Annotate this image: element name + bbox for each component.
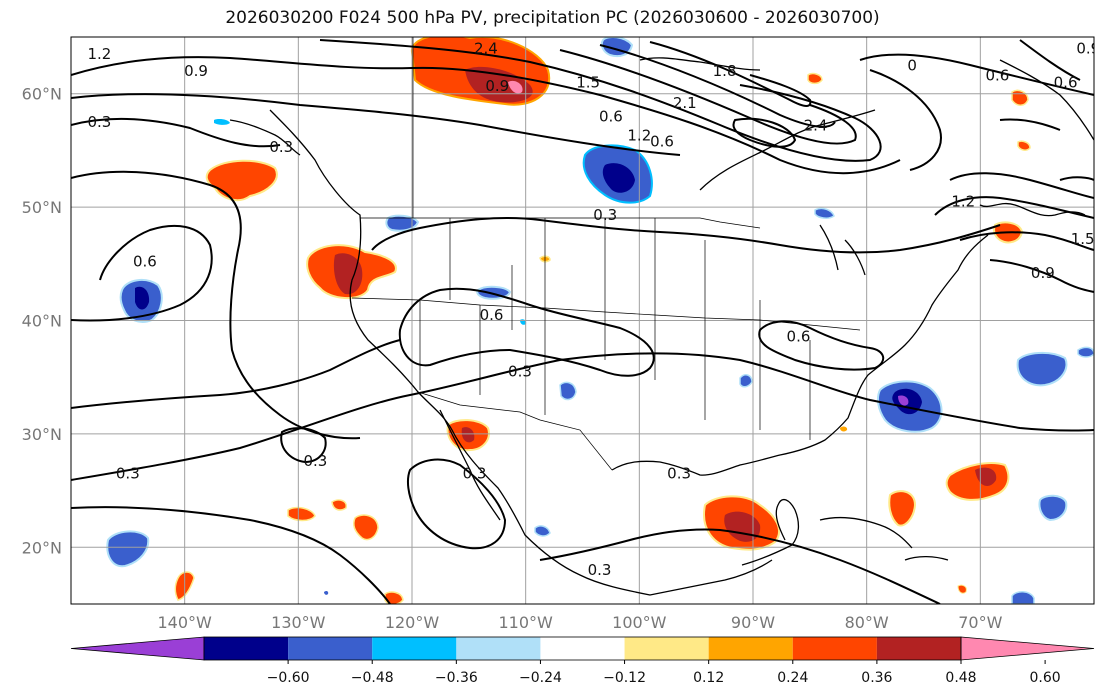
- latitude-ticks: 20°N 30°N 40°N 50°N 60°N: [22, 85, 62, 558]
- pv-contours: [71, 39, 1094, 604]
- precip-positive: [174, 37, 1031, 604]
- colorbar-outline: [203, 636, 962, 661]
- contour-label: 0.6: [787, 327, 811, 345]
- contour-label: 0.6: [985, 67, 1009, 85]
- lat-tick-label: 50°N: [22, 198, 62, 217]
- lat-tick-label: 30°N: [22, 425, 62, 444]
- map-content: 1.20.92.40.9 1.51.82.10.61.20.62.400.6 0.6…: [71, 37, 1100, 604]
- contour-label: 0: [907, 56, 917, 74]
- contour-label: 2.4: [804, 116, 828, 134]
- contour-label: 1.2: [87, 45, 111, 63]
- colorbar-bin: [792, 637, 877, 660]
- colorbar-tick-label: 0.48: [945, 670, 976, 686]
- lon-tick-label: 140°W: [157, 613, 212, 632]
- lon-tick-label: 80°W: [845, 613, 889, 632]
- lon-tick-label: 100°W: [612, 613, 667, 632]
- contour-label: 0.3: [593, 206, 617, 224]
- colorbar-bin: [708, 637, 793, 660]
- colorbar-tick-label: −0.60: [267, 670, 310, 686]
- colorbar-tick-label: 0.60: [1030, 670, 1061, 686]
- colorbar-bin: [456, 637, 541, 660]
- contour-label: 0.3: [588, 561, 612, 579]
- contour-label: 2.1: [673, 94, 697, 112]
- contour-label: 1.5: [576, 73, 600, 91]
- colorbar-bin: [624, 637, 709, 660]
- colorbar-tick-label: 0.36: [861, 670, 892, 686]
- colorbar-tick-label: −0.36: [435, 670, 478, 686]
- colorbar-tick-label: −0.48: [351, 670, 394, 686]
- colorbar-bin: [540, 637, 625, 660]
- lon-tick-label: 110°W: [498, 613, 553, 632]
- colorbar-tick-label: 0.12: [693, 670, 724, 686]
- contour-label: 0.9: [184, 62, 208, 80]
- lat-tick-label: 20°N: [22, 538, 62, 557]
- contour-label: 0.3: [463, 465, 487, 483]
- colorbar-tick-label: 0.24: [777, 670, 808, 686]
- contour-label: 1.2: [627, 127, 651, 145]
- coastlines: [229, 57, 1094, 596]
- contour-label: 1.5: [1071, 230, 1095, 248]
- contour-label: 0.9: [1031, 264, 1055, 282]
- contour-label: 0.3: [269, 138, 293, 156]
- contour-label: 0.6: [599, 107, 623, 125]
- colorbar-tick-label: −0.12: [603, 670, 646, 686]
- colorbar: −0.60 −0.48 −0.36 −0.24 −0.12 0.12 0.24 0.36 0.4…: [70, 636, 1095, 686]
- lon-tick-label: 120°W: [385, 613, 440, 632]
- graticule: [71, 37, 1094, 604]
- contour-label: 0.6: [133, 253, 157, 271]
- contour-label: 0.3: [116, 465, 140, 483]
- colorbar-bin: [288, 637, 373, 660]
- contour-label: 2.4: [474, 39, 498, 57]
- colorbar-tick-label: −0.24: [519, 670, 562, 686]
- contour-label: 0.9: [485, 77, 509, 95]
- contour-label: 0.3: [667, 465, 691, 483]
- colorbar-bin: [204, 637, 289, 660]
- contour-label: 1.2: [951, 192, 975, 210]
- lon-tick-label: 90°W: [731, 613, 775, 632]
- contour-label: 1.8: [713, 62, 737, 80]
- contour-label: 0.9: [1076, 39, 1100, 57]
- colorbar-bin: [372, 637, 457, 660]
- colorbar-bin: [876, 637, 961, 660]
- colorbar-extend-high: [960, 636, 1095, 661]
- contour-label: 0.6: [1054, 73, 1078, 91]
- contour-labels: 1.20.92.40.9 1.51.82.10.61.20.62.400.6 0.6…: [87, 39, 1100, 579]
- contour-label: 0.6: [650, 132, 674, 150]
- lon-tick-label: 130°W: [271, 613, 326, 632]
- lat-tick-label: 40°N: [22, 312, 62, 331]
- map-title: 2026030200 F024 500 hPa PV, precipitatio…: [225, 8, 880, 28]
- contour-label: 0.3: [303, 452, 327, 470]
- contour-label: 0.3: [87, 113, 111, 131]
- contour-label: 0.3: [508, 363, 532, 381]
- colorbar-extend-low: [70, 636, 205, 661]
- contour-label: 0.6: [480, 306, 504, 324]
- precip-negative: [106, 37, 1094, 604]
- lat-tick-label: 60°N: [22, 85, 62, 104]
- longitude-ticks: 140°W 130°W 120°W 110°W 100°W 90°W 80°W 70°W: [157, 613, 1002, 632]
- lon-tick-label: 70°W: [958, 613, 1002, 632]
- map-frame: [70, 36, 1095, 605]
